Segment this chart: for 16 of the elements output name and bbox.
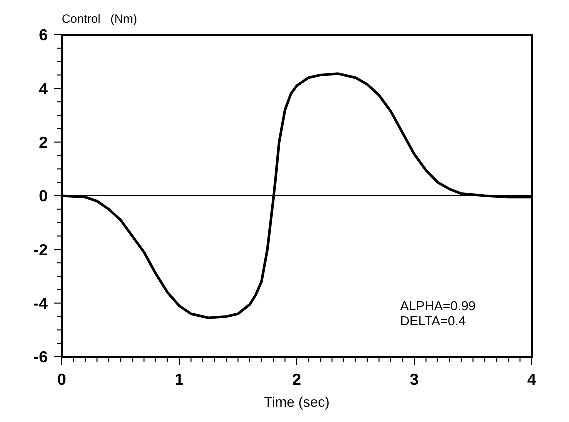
y-tick-label: -6 bbox=[34, 350, 48, 367]
x-tick-label: 2 bbox=[292, 372, 302, 389]
y-tick-label: 6 bbox=[39, 28, 48, 45]
y-axis-title: Control (Nm) bbox=[62, 12, 138, 26]
y-tick-label: 0 bbox=[39, 188, 48, 206]
x-tick-label: 0 bbox=[58, 372, 67, 389]
x-tick-label: 4 bbox=[528, 372, 537, 389]
annotation: DELTA=0.4 bbox=[400, 313, 466, 328]
annotation: ALPHA=0.99 bbox=[400, 298, 476, 314]
x-axis-title: Time (sec) bbox=[264, 394, 330, 410]
y-tick-label: -2 bbox=[34, 242, 48, 260]
x-tick-label: 1 bbox=[175, 372, 184, 389]
y-tick-label: 4 bbox=[39, 81, 48, 98]
x-tick-label: 3 bbox=[410, 372, 420, 389]
y-tick-label: 2 bbox=[39, 134, 48, 152]
y-tick-label: -4 bbox=[34, 296, 48, 313]
